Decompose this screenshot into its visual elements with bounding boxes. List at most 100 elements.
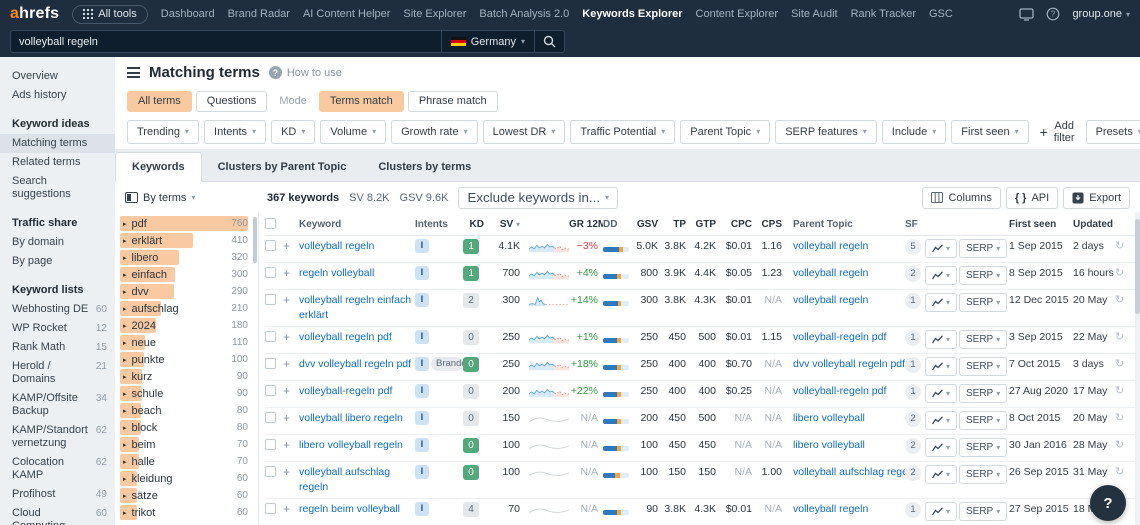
refresh-icon[interactable]: ↻ xyxy=(1115,240,1125,252)
keyword-link[interactable]: volleyball regeln einfach erklärt xyxy=(299,294,412,321)
filter-button[interactable]: Lowest DR ▾ xyxy=(482,119,566,144)
keyword-link[interactable]: volleyball regeln pdf xyxy=(299,331,392,343)
col-sv[interactable]: SV ▾ xyxy=(499,218,520,230)
sidebar-item[interactable]: Matching terms xyxy=(0,134,115,153)
parent-topic-link[interactable]: volleyball regeln xyxy=(793,503,869,515)
position-history-button[interactable]: ▾ xyxy=(925,438,958,457)
row-checkbox[interactable] xyxy=(265,385,276,396)
col-parent-topic[interactable]: Parent Topic xyxy=(793,218,853,230)
serp-button[interactable]: SERP ▾ xyxy=(959,293,1008,312)
result-tab[interactable]: Clusters by Parent Topic xyxy=(217,161,347,173)
expand-arrow-icon[interactable]: ▸ xyxy=(123,322,127,330)
result-tab[interactable]: Keywords xyxy=(115,152,202,182)
nav-item[interactable]: Rank Tracker xyxy=(850,8,916,20)
col-keyword[interactable]: Keyword xyxy=(299,218,342,230)
refresh-icon[interactable]: ↻ xyxy=(1115,466,1125,478)
presets-button[interactable]: Presets ▾ xyxy=(1085,119,1140,144)
row-checkbox[interactable] xyxy=(265,240,276,251)
expand-arrow-icon[interactable]: ▸ xyxy=(123,475,127,483)
country-selector[interactable]: Germany ▾ xyxy=(440,31,534,52)
col-gr12m[interactable]: GR 12M xyxy=(569,218,603,230)
expand-arrow-icon[interactable]: ▸ xyxy=(123,458,127,466)
add-to-list-button[interactable]: + xyxy=(283,239,291,253)
term-item[interactable]: ▸ sätze 60 xyxy=(115,487,258,504)
expand-arrow-icon[interactable]: ▸ xyxy=(123,288,127,296)
col-tp[interactable]: TP xyxy=(673,218,686,230)
all-tools-button[interactable]: All tools xyxy=(72,4,148,24)
sidebar-item[interactable]: Webhosting DE 60 xyxy=(0,300,115,319)
term-item[interactable]: ▸ block 80 xyxy=(115,419,258,436)
parent-topic-link[interactable]: libero volleyball xyxy=(793,439,865,451)
menu-icon[interactable] xyxy=(127,67,140,78)
expand-arrow-icon[interactable]: ▸ xyxy=(123,407,127,415)
search-button[interactable] xyxy=(534,31,564,52)
nav-item[interactable]: AI Content Helper xyxy=(302,8,391,20)
keyword-link[interactable]: volleyball aufschlag regeln xyxy=(299,466,391,493)
term-item[interactable]: ▸ pdf 760 xyxy=(115,215,258,232)
col-intents[interactable]: Intents xyxy=(415,218,448,230)
expand-arrow-icon[interactable]: ▸ xyxy=(123,237,127,245)
help-icon[interactable]: ? xyxy=(1046,7,1060,21)
refresh-icon[interactable]: ↻ xyxy=(1115,412,1125,424)
position-history-button[interactable]: ▾ xyxy=(925,465,958,484)
parent-topic-link[interactable]: dvv volleyball regeln pdf xyxy=(793,358,905,370)
nav-item[interactable]: Dashboard xyxy=(160,8,215,20)
filter-button[interactable]: Volume ▾ xyxy=(320,119,387,144)
filter-button[interactable]: Traffic Potential ▾ xyxy=(570,119,676,144)
sidebar-item[interactable]: By domain xyxy=(0,233,115,252)
row-checkbox[interactable] xyxy=(265,358,276,369)
sidebar-item[interactable]: Search suggestions xyxy=(0,172,115,204)
expand-arrow-icon[interactable]: ▸ xyxy=(123,390,127,398)
term-item[interactable]: ▸ kurz 90 xyxy=(115,368,258,385)
refresh-icon[interactable]: ↻ xyxy=(1115,331,1125,343)
position-history-button[interactable]: ▾ xyxy=(925,384,958,403)
add-to-list-button[interactable]: + xyxy=(283,293,291,307)
serp-button[interactable]: SERP ▾ xyxy=(959,465,1008,484)
serp-button[interactable]: SERP ▾ xyxy=(959,411,1008,430)
row-checkbox[interactable] xyxy=(265,331,276,342)
serp-button[interactable]: SERP ▾ xyxy=(959,330,1008,349)
filter-button[interactable]: Growth rate ▾ xyxy=(391,119,478,144)
position-history-button[interactable]: ▾ xyxy=(925,330,958,349)
col-kd[interactable]: KD xyxy=(469,218,484,230)
sidebar-item[interactable]: KAMP/Standortvernetzung 62 xyxy=(0,421,115,453)
term-item[interactable]: ▸ einfach 300 xyxy=(115,266,258,283)
filter-button[interactable]: Parent Topic ▾ xyxy=(680,119,771,144)
display-icon[interactable] xyxy=(1019,7,1035,21)
col-cpc[interactable]: CPC xyxy=(730,218,752,230)
expand-arrow-icon[interactable]: ▸ xyxy=(123,254,127,262)
expand-arrow-icon[interactable]: ▸ xyxy=(123,356,127,364)
api-button[interactable]: { } API xyxy=(1005,186,1059,209)
exclude-keywords-button[interactable]: Exclude keywords in... ▾ xyxy=(458,186,619,209)
col-gtp[interactable]: GTP xyxy=(695,218,716,230)
sidebar-item[interactable]: WP Rocket 12 xyxy=(0,319,115,338)
sidebar-item[interactable]: Herold / Domains 21 xyxy=(0,357,115,389)
help-fab-button[interactable]: ? xyxy=(1090,485,1126,521)
term-item[interactable]: ▸ libero 320 xyxy=(115,249,258,266)
select-all-checkbox[interactable] xyxy=(265,217,276,229)
terms-scrollbar[interactable] xyxy=(253,217,257,263)
col-cps[interactable]: CPS xyxy=(761,218,782,230)
term-item[interactable]: ▸ beach 80 xyxy=(115,402,258,419)
tab-terms-match[interactable]: Terms match xyxy=(318,90,404,112)
filter-button[interactable]: KD ▾ xyxy=(271,119,316,144)
col-first-seen[interactable]: First seen xyxy=(1009,218,1057,230)
parent-topic-link[interactable]: volleyball aufschlag regeln xyxy=(793,466,905,478)
page-scrollbar[interactable] xyxy=(1135,213,1140,525)
parent-topic-link[interactable]: volleyball regeln xyxy=(793,240,869,252)
position-history-button[interactable]: ▾ xyxy=(925,239,958,258)
add-filter-button[interactable]: + Add filter xyxy=(1034,119,1081,145)
col-updated[interactable]: Updated xyxy=(1073,218,1113,230)
sidebar-item[interactable]: Cloud Computing 60 xyxy=(0,504,115,525)
parent-topic-link[interactable]: libero volleyball xyxy=(793,412,865,424)
add-to-list-button[interactable]: + xyxy=(283,330,291,344)
keyword-link[interactable]: volleyball regeln xyxy=(299,240,375,252)
keyword-link[interactable]: dvv volleyball regeln pdf xyxy=(299,358,412,370)
serp-button[interactable]: SERP ▾ xyxy=(959,239,1008,258)
col-dd[interactable]: DD xyxy=(603,218,618,230)
account-menu[interactable]: group.one ▾ xyxy=(1072,8,1130,20)
add-to-list-button[interactable]: + xyxy=(283,411,291,425)
add-to-list-button[interactable]: + xyxy=(283,357,291,371)
serp-button[interactable]: SERP ▾ xyxy=(959,438,1008,457)
sidebar-item[interactable]: Profihost 49 xyxy=(0,485,115,504)
